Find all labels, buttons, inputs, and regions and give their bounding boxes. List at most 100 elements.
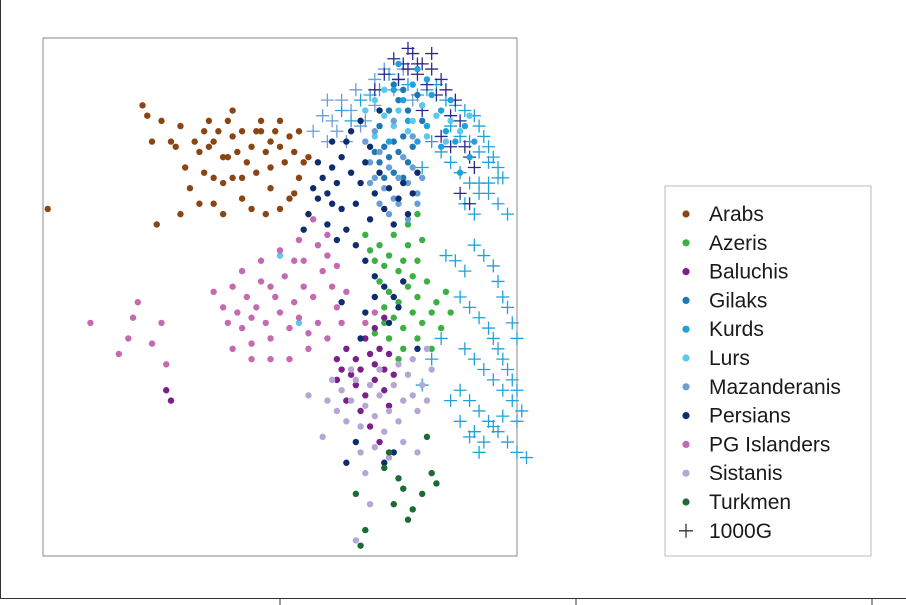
data-point-persians bbox=[390, 449, 397, 456]
data-point-1000g bbox=[377, 67, 391, 81]
data-point-1000g bbox=[444, 394, 458, 408]
data-point-1000g bbox=[472, 404, 486, 418]
data-point-persians bbox=[395, 195, 402, 202]
data-point-turkmen bbox=[352, 490, 360, 498]
data-point-lurs bbox=[404, 128, 412, 135]
data-point-gilaks bbox=[371, 148, 378, 156]
data-point-1000g bbox=[486, 420, 500, 433]
data-point-gilaks bbox=[395, 148, 402, 156]
data-point-baluchis bbox=[381, 366, 388, 373]
data-point-1000g bbox=[434, 129, 448, 143]
data-point-persians bbox=[376, 169, 383, 176]
data-point-pg-islanders bbox=[291, 257, 298, 264]
data-point-baluchis bbox=[343, 397, 350, 404]
data-point-1000g bbox=[491, 342, 505, 356]
data-point-persians bbox=[357, 179, 364, 187]
data-point-pg-islanders bbox=[309, 216, 317, 223]
legend-entry-azeris: Azeris bbox=[682, 232, 767, 255]
data-point-1000g bbox=[467, 352, 481, 366]
data-point-arabs bbox=[219, 153, 227, 161]
series-pg-islanders bbox=[87, 216, 378, 368]
data-point-turkmen bbox=[385, 449, 393, 456]
data-point-azeris bbox=[390, 314, 397, 321]
data-point-arabs bbox=[219, 210, 227, 218]
data-point-baluchis bbox=[338, 366, 345, 373]
data-point-arabs bbox=[272, 128, 279, 135]
data-point-persians bbox=[309, 185, 317, 192]
data-point-pg-islanders bbox=[229, 283, 236, 290]
data-point-1000g bbox=[505, 373, 519, 387]
data-point-lurs bbox=[423, 133, 431, 140]
data-point-arabs bbox=[267, 164, 274, 171]
data-point-sistanis bbox=[333, 407, 341, 415]
data-point-sistanis bbox=[428, 366, 435, 373]
data-point-persians bbox=[400, 278, 407, 285]
data-point-azeris bbox=[376, 242, 383, 249]
data-point-1000g bbox=[401, 41, 415, 55]
data-point-1000g bbox=[458, 342, 472, 356]
data-point-azeris bbox=[409, 309, 416, 316]
legend-marker-dot-icon bbox=[682, 239, 690, 247]
legend-label: Lurs bbox=[709, 347, 750, 370]
data-point-baluchis bbox=[376, 438, 383, 446]
data-point-mazanderanis bbox=[371, 128, 378, 135]
data-point-azeris bbox=[447, 309, 454, 316]
series-sistanis bbox=[305, 345, 435, 544]
data-point-lurs bbox=[442, 138, 450, 145]
data-point-azeris bbox=[404, 242, 412, 249]
data-point-sistanis bbox=[395, 418, 402, 425]
data-point-1000g bbox=[425, 62, 439, 76]
data-point-1000g bbox=[401, 62, 415, 76]
data-point-1000g bbox=[463, 394, 477, 408]
data-point-persians bbox=[357, 335, 364, 342]
data-point-1000g bbox=[510, 414, 524, 428]
data-point-sistanis bbox=[423, 345, 431, 352]
data-point-pg-islanders bbox=[253, 304, 260, 311]
data-point-persians bbox=[395, 304, 402, 311]
data-point-arabs bbox=[248, 143, 255, 150]
data-point-1000g bbox=[453, 114, 467, 128]
data-point-kurds bbox=[385, 138, 393, 145]
data-point-pg-islanders bbox=[276, 309, 284, 316]
data-point-pg-islanders bbox=[257, 278, 265, 285]
data-point-arabs bbox=[262, 210, 269, 218]
data-point-baluchis bbox=[357, 407, 364, 415]
data-point-persians bbox=[414, 345, 421, 352]
data-point-persians bbox=[352, 242, 360, 249]
data-point-1000g bbox=[434, 331, 448, 345]
data-point-pg-islanders bbox=[300, 257, 307, 264]
data-point-arabs bbox=[286, 195, 293, 202]
data-point-persians bbox=[381, 283, 388, 290]
data-point-persians bbox=[371, 293, 378, 301]
data-point-pg-islanders bbox=[324, 335, 331, 342]
data-point-lurs bbox=[362, 107, 369, 114]
data-point-azeris bbox=[385, 288, 393, 296]
data-point-arabs bbox=[210, 138, 217, 145]
data-point-lurs bbox=[466, 112, 473, 119]
data-point-mazanderanis bbox=[390, 195, 397, 202]
data-point-1000g bbox=[368, 83, 382, 97]
data-point-persians bbox=[338, 205, 345, 213]
data-point-pg-islanders bbox=[257, 257, 265, 264]
data-point-azeris bbox=[395, 355, 402, 363]
data-point-sistanis bbox=[347, 366, 355, 373]
data-point-azeris bbox=[428, 345, 435, 352]
data-point-persians bbox=[366, 216, 374, 223]
data-point-pg-islanders bbox=[262, 319, 269, 327]
data-point-baluchis bbox=[352, 355, 360, 363]
data-point-persians bbox=[343, 138, 350, 145]
data-point-baluchis bbox=[381, 314, 388, 321]
data-point-sistanis bbox=[366, 501, 374, 508]
data-point-turkmen bbox=[395, 475, 402, 482]
data-point-arabs bbox=[238, 195, 246, 202]
series-lurs bbox=[276, 86, 473, 327]
data-point-turkmen bbox=[423, 433, 431, 441]
data-point-azeris bbox=[419, 236, 426, 244]
data-point-persians bbox=[385, 319, 393, 327]
data-point-sistanis bbox=[357, 449, 364, 456]
data-point-azeris bbox=[395, 298, 402, 306]
legend-marker-dot-icon bbox=[682, 469, 690, 477]
data-point-sistanis bbox=[423, 397, 431, 404]
data-point-lurs bbox=[381, 112, 388, 119]
